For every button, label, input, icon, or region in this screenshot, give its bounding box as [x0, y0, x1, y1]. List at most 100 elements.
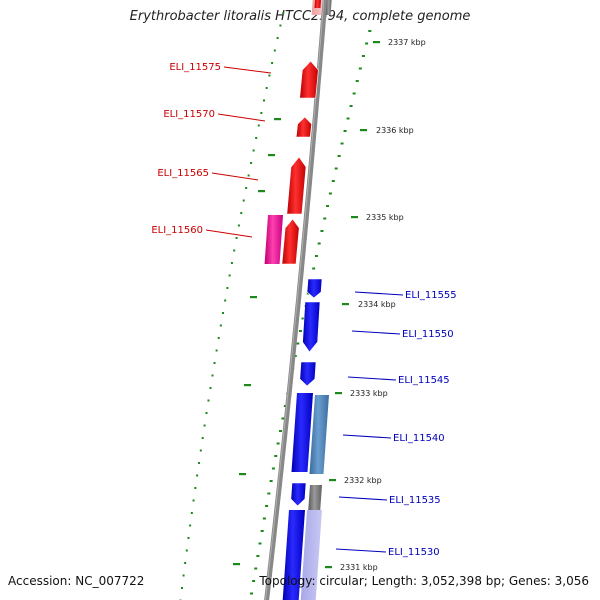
minor-tick	[279, 24, 282, 27]
minor-tick	[205, 412, 208, 414]
minor-tick	[314, 255, 318, 257]
minor-tick	[260, 112, 263, 114]
gene-label-eli-11555: ELI_11555	[405, 290, 457, 301]
minor-tick	[268, 74, 271, 77]
minor-tick	[317, 242, 321, 245]
gene-arrow-offscreen	[314, 0, 321, 8]
minor-tick	[258, 542, 262, 545]
gene-label-eli-11575: ELI_11575	[169, 62, 221, 73]
gene-arrow-eli-11540-strand	[309, 395, 329, 474]
minor-tick	[242, 199, 245, 202]
minor-tick	[187, 537, 190, 539]
minor-tick	[228, 274, 231, 277]
minor-tick	[331, 180, 335, 182]
minor-tick	[255, 137, 258, 139]
gene-arrow-eli-11550	[302, 301, 321, 353]
minor-tick	[352, 92, 356, 95]
minor-tick	[226, 287, 229, 289]
minor-tick	[267, 492, 271, 495]
minor-tick	[203, 424, 206, 427]
gene-arrow-eli-11570	[295, 116, 312, 138]
major-tick	[250, 296, 257, 299]
minor-tick	[224, 299, 227, 302]
minor-tick	[230, 262, 233, 264]
minor-tick	[306, 292, 310, 295]
gene-arrow-grey	[308, 485, 322, 510]
minor-tick	[296, 342, 300, 345]
gene-label-leader	[347, 376, 397, 381]
minor-tick	[257, 124, 260, 127]
minor-tick	[181, 587, 184, 589]
kbp-label: 2337 kbp	[388, 38, 426, 47]
gene-label-leader	[354, 291, 404, 296]
minor-tick	[355, 80, 359, 82]
gene-label-eli-11535: ELI_11535	[389, 495, 441, 506]
gene-label-leader	[335, 548, 387, 553]
minor-tick	[273, 49, 276, 52]
minor-tick	[337, 155, 341, 157]
gene-label-eli-11570: ELI_11570	[163, 109, 215, 120]
gene-arrow-eli-11530-faded	[300, 510, 322, 600]
minor-tick	[343, 130, 347, 132]
major-tick	[268, 154, 275, 157]
minor-tick	[192, 499, 195, 502]
minor-tick	[196, 474, 199, 477]
kbp-label: 2335 kbp	[366, 213, 404, 222]
minor-tick	[209, 387, 212, 389]
minor-tick	[271, 62, 274, 64]
major-tick	[274, 118, 281, 121]
minor-tick	[213, 362, 216, 364]
gene-label-eli-11560: ELI_11560	[151, 225, 203, 236]
kbp-label: 2332 kbp	[344, 476, 382, 485]
minor-tick	[252, 580, 256, 582]
minor-tick	[265, 87, 268, 89]
minor-tick	[334, 167, 338, 170]
gene-label-eli-11530: ELI_11530	[388, 547, 440, 558]
minor-tick	[201, 437, 204, 439]
gene-label-leader	[211, 172, 259, 181]
major-tick	[325, 566, 332, 569]
kbp-label: 2333 kbp	[350, 389, 388, 398]
major-tick	[373, 41, 380, 44]
minor-tick	[281, 417, 285, 420]
gene-label-eli-11540: ELI_11540	[393, 433, 445, 444]
minor-tick	[219, 324, 222, 327]
minor-tick	[260, 530, 264, 532]
major-tick	[244, 384, 251, 387]
gene-arrow-eli-11540	[291, 393, 313, 472]
minor-tick	[263, 99, 266, 102]
minor-tick	[233, 249, 236, 252]
minor-tick	[368, 30, 372, 32]
minor-tick	[250, 592, 254, 595]
minor-tick	[276, 37, 279, 39]
minor-tick	[247, 174, 250, 177]
gene-label-eli-11545: ELI_11545	[398, 375, 450, 386]
gene-arrow-eli-11560-segment	[264, 215, 283, 264]
accession-label: Accession: NC_007722	[8, 574, 145, 588]
minor-tick	[211, 374, 214, 377]
major-tick	[360, 129, 367, 132]
kbp-label: 2331 kbp	[340, 563, 378, 572]
minor-tick	[194, 487, 197, 489]
minor-tick	[312, 267, 316, 270]
minor-tick	[320, 230, 324, 232]
minor-tick	[245, 187, 248, 189]
minor-tick	[237, 224, 240, 227]
minor-tick	[346, 117, 350, 120]
minor-tick	[250, 162, 253, 164]
minor-tick	[365, 42, 369, 45]
major-tick	[335, 392, 342, 395]
kbp-label: 2334 kbp	[358, 300, 396, 309]
minor-tick	[256, 555, 260, 557]
gene-arrow-eli-11535	[290, 482, 307, 507]
major-tick	[351, 216, 358, 219]
gene-label-leader	[351, 330, 401, 335]
minor-tick	[190, 512, 193, 514]
gene-arrow-eli-11545	[299, 361, 317, 387]
minor-tick	[217, 337, 220, 339]
gene-arrow-eli-11530	[282, 510, 305, 600]
gene-label-leader	[223, 66, 272, 74]
gene-arrow-eli-11575	[299, 60, 319, 99]
gene-arrow-offscreen	[325, 0, 332, 15]
